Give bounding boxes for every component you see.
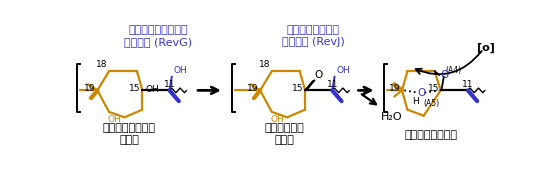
Text: スピロアセタール
合成酵素 (RevJ): スピロアセタール 合成酵素 (RevJ) <box>282 25 344 47</box>
Text: 19: 19 <box>389 84 400 93</box>
Text: 15: 15 <box>129 84 141 93</box>
Text: スピロアセタール
前駆体: スピロアセタール 前駆体 <box>103 123 156 145</box>
Text: OH: OH <box>336 66 350 75</box>
Text: OH: OH <box>173 66 187 75</box>
Text: O: O <box>417 88 426 98</box>
Text: 11: 11 <box>462 80 474 89</box>
Text: 19: 19 <box>84 84 96 93</box>
Text: 18: 18 <box>96 60 107 69</box>
Text: ジヒドロキシケトン
合成酵素 (RevG): ジヒドロキシケトン 合成酵素 (RevG) <box>124 25 192 47</box>
Text: OH: OH <box>146 85 159 94</box>
Text: OH: OH <box>107 115 121 124</box>
Text: OH: OH <box>270 115 284 124</box>
Text: H: H <box>412 97 419 106</box>
Text: ジヒドロキシ
ケトン: ジヒドロキシ ケトン <box>265 123 304 145</box>
Text: 11: 11 <box>327 80 338 89</box>
Text: 19: 19 <box>247 84 258 93</box>
Text: 18: 18 <box>258 60 270 69</box>
Text: O: O <box>315 70 323 80</box>
Text: スピロアセタール: スピロアセタール <box>405 130 458 140</box>
Text: (A4): (A4) <box>446 66 461 75</box>
Text: 15: 15 <box>428 84 439 93</box>
Text: (A5): (A5) <box>423 99 439 108</box>
Text: O: O <box>441 70 449 80</box>
Text: H₂O: H₂O <box>381 112 403 122</box>
Text: 15: 15 <box>292 84 304 93</box>
Text: [o]: [o] <box>477 43 494 53</box>
Text: 11: 11 <box>164 80 175 89</box>
